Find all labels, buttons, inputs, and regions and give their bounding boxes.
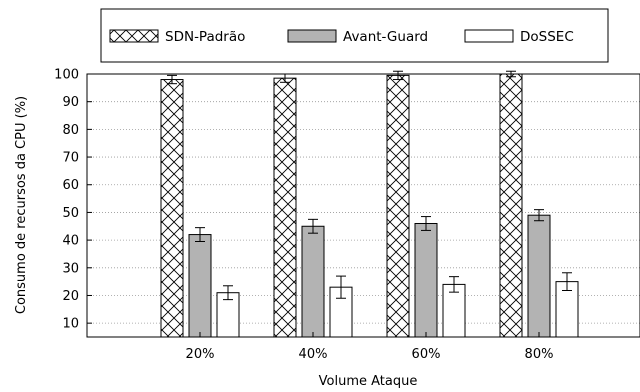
y-tick-label: 10	[62, 317, 79, 332]
legend-label-dossec: DoSSEC	[520, 29, 574, 45]
x-tick-label: 80%	[525, 347, 554, 362]
x-axis-ticks: 20% 40% 60% 80%	[186, 332, 554, 362]
y-tick-label: 40	[62, 234, 79, 249]
y-tick-label: 80	[62, 123, 79, 138]
legend-label-sdn-padrao: SDN-Padrão	[165, 29, 245, 45]
legend-box	[100, 8, 609, 63]
bar-sdn-padr-o-1	[273, 77, 297, 338]
legend-swatch-avant-guard	[287, 29, 337, 43]
y-tick-label: 20	[62, 289, 79, 304]
bar-sdn-padr-o-3	[499, 73, 523, 338]
legend-swatch-sdn-padrao	[109, 29, 159, 43]
legend-swatch-dossec	[464, 29, 514, 43]
bar-avant-guard-2	[414, 222, 438, 338]
bar-sdn-padr-o-2	[386, 74, 410, 338]
x-axis-label: Volume Ataque	[319, 374, 418, 389]
error-bar	[195, 227, 205, 242]
legend-label-avant-guard: Avant-Guard	[343, 29, 428, 45]
y-tick-label: 90	[62, 95, 79, 110]
plot-frame	[86, 73, 640, 338]
error-bar	[421, 216, 431, 231]
legend: SDN-Padrão Avant-Guard DoSSEC	[100, 8, 609, 63]
y-tick-label: 60	[62, 178, 79, 193]
error-bar	[336, 275, 346, 299]
y-tick-label: 70	[62, 151, 79, 166]
error-bar	[393, 70, 403, 81]
x-tick-label: 60%	[412, 347, 441, 362]
error-bar	[562, 272, 572, 291]
y-tick-label: 30	[62, 261, 79, 276]
x-tick-label: 20%	[186, 347, 215, 362]
x-tick-label: 40%	[299, 347, 328, 362]
bar-avant-guard-3	[527, 214, 551, 338]
error-bars	[167, 70, 572, 301]
error-bar	[449, 276, 459, 293]
gridlines	[87, 101, 640, 324]
bar-avant-guard-0	[188, 234, 212, 338]
y-tick-label: 50	[62, 206, 79, 221]
y-axis-label: Consumo de recursos da CPU (%)	[14, 96, 29, 314]
y-axis-ticks: 10 20 30 40 50 60 70 80 90 100	[54, 68, 92, 332]
bar-sdn-padr-o-0	[160, 79, 184, 338]
bars	[160, 73, 579, 338]
error-bar	[167, 74, 177, 85]
error-bar	[223, 285, 233, 301]
y-tick-label: 100	[54, 68, 79, 83]
bar-avant-guard-1	[301, 225, 325, 338]
error-bar	[534, 209, 544, 222]
error-bar	[308, 218, 318, 234]
